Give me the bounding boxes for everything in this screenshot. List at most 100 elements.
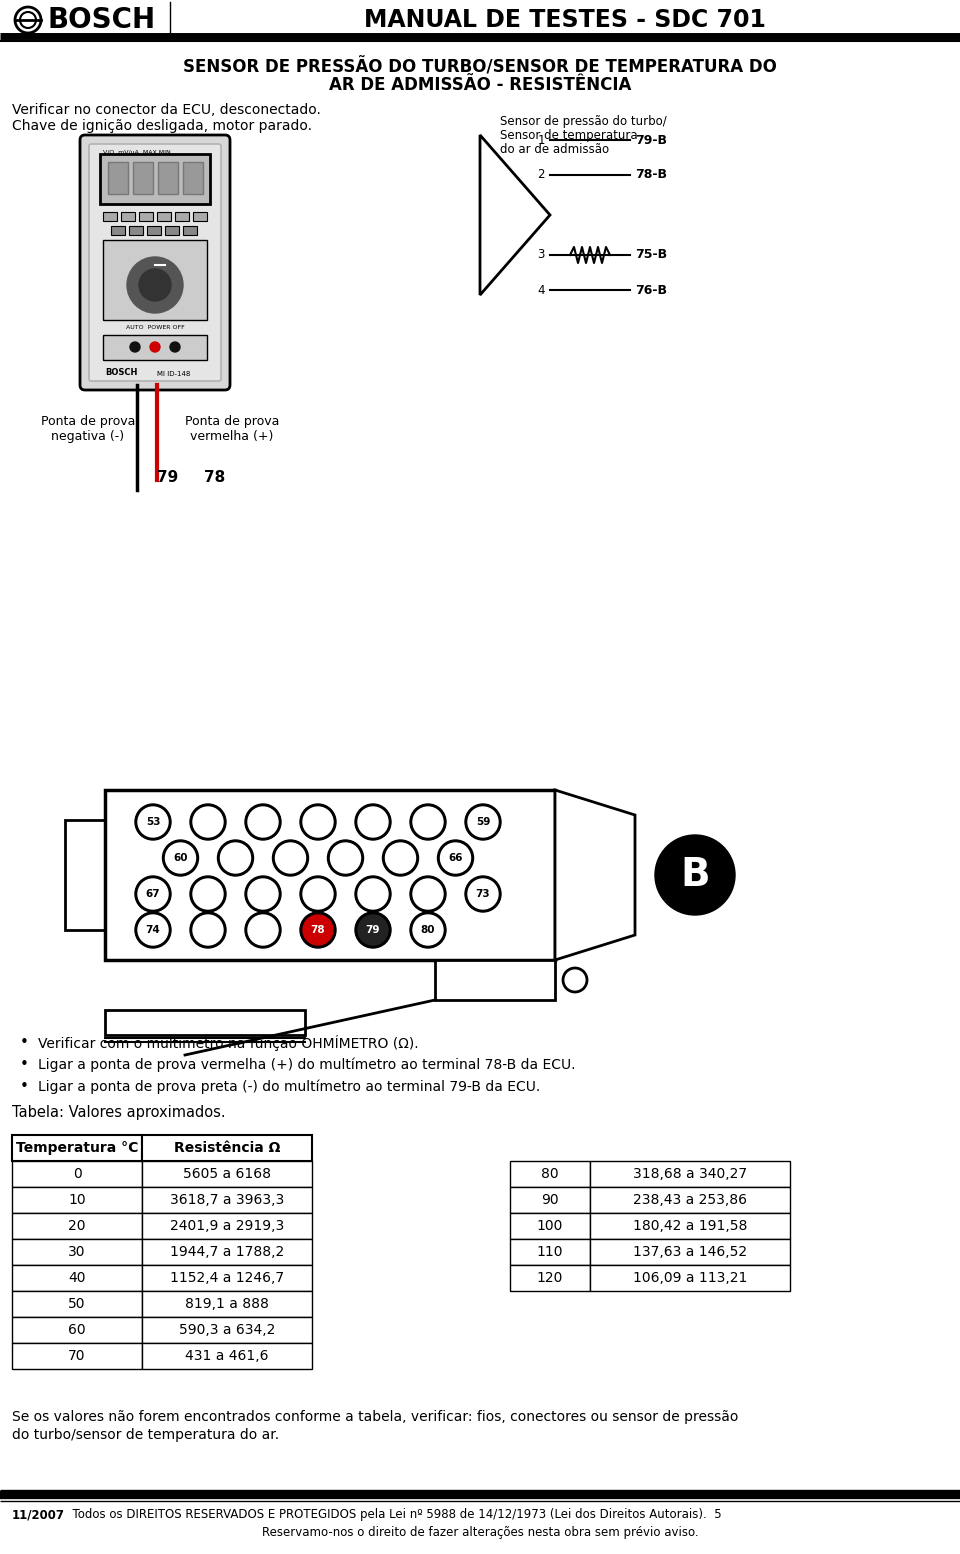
Text: •: •: [20, 1078, 29, 1094]
Text: 0: 0: [73, 1167, 82, 1181]
Bar: [142, 1316, 312, 1343]
FancyBboxPatch shape: [89, 145, 221, 381]
Bar: [105, 1010, 305, 1035]
Text: 30: 30: [68, 1245, 85, 1259]
Circle shape: [410, 876, 446, 912]
Bar: [193, 211, 207, 221]
Bar: [103, 239, 207, 320]
Circle shape: [193, 807, 223, 838]
Bar: [12, 1214, 142, 1239]
Circle shape: [327, 841, 364, 876]
Text: B: B: [681, 856, 709, 894]
Text: Ponta de prova
negativa (-): Ponta de prova negativa (-): [41, 415, 135, 443]
Text: Verificar no conector da ECU, desconectado.: Verificar no conector da ECU, desconecta…: [12, 103, 321, 117]
Text: 76-B: 76-B: [635, 283, 667, 297]
Text: •: •: [20, 1057, 29, 1072]
Bar: [590, 1239, 790, 1265]
Text: Reservamo-nos o direito de fazer alterações nesta obra sem prévio aviso.: Reservamo-nos o direito de fazer alteraç…: [262, 1526, 698, 1538]
Bar: [157, 211, 171, 221]
Bar: [183, 162, 203, 194]
Text: 590,3 a 634,2: 590,3 a 634,2: [179, 1322, 276, 1336]
Circle shape: [413, 880, 443, 909]
Text: •: •: [20, 1035, 29, 1051]
Text: 11/2007: 11/2007: [12, 1507, 65, 1521]
Circle shape: [150, 342, 160, 353]
Bar: [105, 789, 555, 960]
Circle shape: [468, 807, 498, 838]
Text: Tabela: Valores aproximados.: Tabela: Valores aproximados.: [12, 1105, 226, 1120]
Text: Chave de ignição desligada, motor parado.: Chave de ignição desligada, motor parado…: [12, 120, 312, 134]
Circle shape: [355, 912, 391, 948]
Text: 318,68 a 340,27: 318,68 a 340,27: [633, 1167, 747, 1181]
Text: 2401,9 a 2919,3: 2401,9 a 2919,3: [170, 1218, 284, 1232]
Text: 1944,7 a 1788,2: 1944,7 a 1788,2: [170, 1245, 284, 1259]
Bar: [590, 1214, 790, 1239]
Circle shape: [190, 912, 226, 948]
Text: 90: 90: [541, 1193, 559, 1207]
Text: 79: 79: [157, 469, 179, 485]
Bar: [12, 1161, 142, 1187]
Circle shape: [569, 974, 581, 985]
Text: 53: 53: [146, 817, 160, 827]
Circle shape: [330, 842, 361, 873]
Text: do ar de admissão: do ar de admissão: [500, 143, 610, 155]
Bar: [65, 821, 105, 929]
Bar: [510, 1239, 590, 1265]
Bar: [12, 1291, 142, 1316]
Circle shape: [413, 807, 443, 838]
Bar: [510, 1187, 590, 1214]
Text: V/Ω  mV/μA  MAX MIN: V/Ω mV/μA MAX MIN: [103, 151, 171, 155]
Text: Ligar a ponta de prova preta (-) do multímetro ao terminal 79-B da ECU.: Ligar a ponta de prova preta (-) do mult…: [38, 1078, 540, 1094]
Circle shape: [248, 807, 278, 838]
Text: 79-B: 79-B: [635, 134, 667, 146]
Circle shape: [139, 269, 171, 301]
Text: 106,09 a 113,21: 106,09 a 113,21: [633, 1271, 747, 1285]
Circle shape: [300, 803, 336, 841]
Text: do turbo/sensor de temperatura do ar.: do turbo/sensor de temperatura do ar.: [12, 1428, 279, 1442]
Circle shape: [465, 803, 501, 841]
Circle shape: [410, 912, 446, 948]
Text: 238,43 a 253,86: 238,43 a 253,86: [633, 1193, 747, 1207]
Text: 110: 110: [537, 1245, 564, 1259]
Circle shape: [358, 880, 388, 909]
Circle shape: [355, 876, 391, 912]
Bar: [111, 225, 125, 235]
Bar: [590, 1161, 790, 1187]
Text: Resistência Ω: Resistência Ω: [174, 1141, 280, 1155]
Bar: [108, 162, 128, 194]
Bar: [121, 211, 135, 221]
Text: 67: 67: [146, 889, 160, 900]
Text: MI ID-148: MI ID-148: [157, 371, 190, 378]
Circle shape: [438, 841, 473, 876]
Circle shape: [193, 880, 223, 909]
Circle shape: [170, 342, 180, 353]
Circle shape: [468, 880, 498, 909]
Text: 3: 3: [538, 249, 545, 261]
Text: MANUAL DE TESTES - SDC 701: MANUAL DE TESTES - SDC 701: [364, 8, 766, 33]
Text: 100: 100: [537, 1218, 564, 1232]
Bar: [139, 211, 153, 221]
Circle shape: [221, 842, 251, 873]
Bar: [12, 1316, 142, 1343]
Text: 75-B: 75-B: [635, 249, 667, 261]
Text: Sensor de temperatura: Sensor de temperatura: [500, 129, 637, 141]
FancyBboxPatch shape: [80, 135, 230, 390]
Text: 431 a 461,6: 431 a 461,6: [185, 1349, 269, 1363]
Text: 60: 60: [68, 1322, 85, 1336]
Circle shape: [303, 880, 333, 909]
Text: 3618,7 a 3963,3: 3618,7 a 3963,3: [170, 1193, 284, 1207]
Text: BOSCH: BOSCH: [48, 6, 156, 34]
Text: SENSOR DE PRESSÃO DO TURBO/SENSOR DE TEMPERATURA DO: SENSOR DE PRESSÃO DO TURBO/SENSOR DE TEM…: [183, 57, 777, 76]
Circle shape: [355, 803, 391, 841]
Circle shape: [245, 912, 281, 948]
Circle shape: [162, 841, 199, 876]
Bar: [142, 1214, 312, 1239]
Bar: [175, 211, 189, 221]
Bar: [510, 1161, 590, 1187]
Text: Sensor de pressão do turbo/: Sensor de pressão do turbo/: [500, 115, 667, 127]
Circle shape: [358, 807, 388, 838]
Text: Verificar com o multímetro na função OHMÍMETRO (Ω).: Verificar com o multímetro na função OHM…: [38, 1035, 419, 1051]
Circle shape: [303, 807, 333, 838]
Bar: [590, 1187, 790, 1214]
Text: Todos os DIREITOS RESERVADOS E PROTEGIDOS pela Lei nº 5988 de 14/12/1973 (Lei do: Todos os DIREITOS RESERVADOS E PROTEGIDO…: [65, 1507, 722, 1521]
